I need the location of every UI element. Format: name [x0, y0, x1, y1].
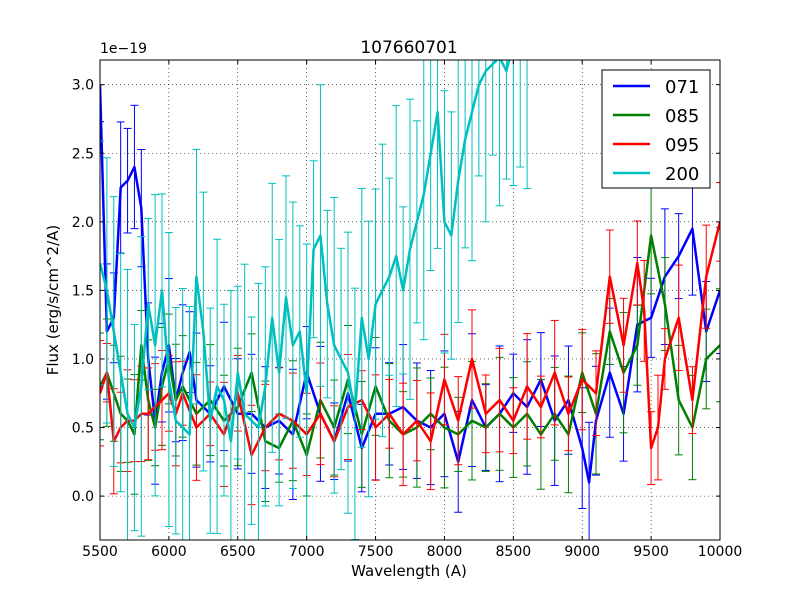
x-tick-label: 7000	[289, 544, 325, 560]
x-tick-label: 10000	[698, 544, 743, 560]
legend-label: 095	[665, 135, 699, 156]
y-axis-offset-label: 1e−19	[100, 41, 147, 57]
plot-area	[100, 60, 720, 540]
x-tick-label: 5500	[82, 544, 118, 560]
series-200	[100, 60, 532, 540]
x-tick-label: 7500	[358, 544, 394, 560]
x-tick-label: 8000	[427, 544, 463, 560]
x-tick-label: 9500	[633, 544, 669, 560]
legend-label: 200	[665, 164, 699, 185]
chart-title: 107660701	[360, 38, 457, 58]
x-tick-label: 8500	[496, 544, 532, 560]
y-tick-label: 0.0	[72, 489, 94, 505]
x-tick-label: 6000	[151, 544, 187, 560]
x-tick-label: 6500	[220, 544, 256, 560]
y-tick-label: 2.0	[72, 215, 94, 231]
plot-frame	[99, 59, 721, 541]
x-axis-label: Wavelength (A)	[351, 562, 467, 580]
legend: 071 085 095 200	[601, 69, 711, 189]
x-tick-label: 9000	[564, 544, 600, 560]
y-axis-label: Flux (erg/s/cm^2/A)	[44, 225, 62, 376]
y-tick-label: 0.5	[72, 421, 94, 437]
legend-label: 085	[665, 106, 699, 127]
y-tick-label: 3.0	[72, 78, 94, 94]
y-tick-label: 1.0	[72, 352, 94, 368]
series-line-200	[100, 60, 511, 443]
y-tick-label: 1.5	[72, 283, 94, 299]
y-tick-label: 2.5	[72, 146, 94, 162]
axis-ticks: 5500 6000 6500 7000 7500 8000 8500 9000 9500 1000…	[72, 60, 743, 560]
legend-label: 071	[665, 77, 699, 98]
legend-frame	[601, 69, 711, 189]
